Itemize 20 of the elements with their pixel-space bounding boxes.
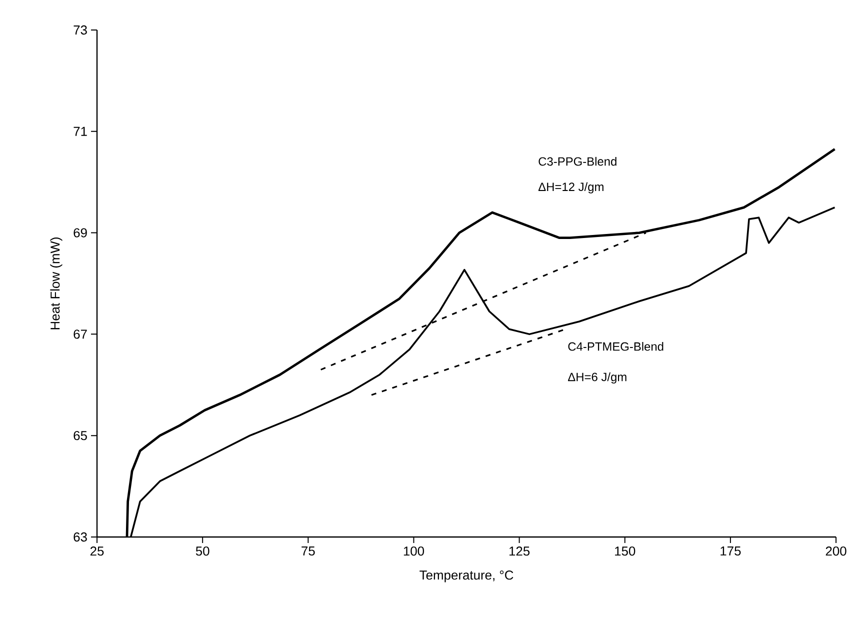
x-tick-label: 25 (90, 546, 104, 556)
x-axis-title: Temperature, °C (420, 570, 514, 582)
y-tick-label: 63 (74, 532, 87, 542)
x-tick-label: 100 (404, 546, 424, 556)
x-tick-label: 150 (615, 546, 636, 556)
x-tick-label: 50 (196, 546, 210, 556)
x-tick-label: 200 (826, 546, 846, 556)
annotation: ΔH=12 J/gm (538, 182, 604, 194)
y-axis-title: Heat Flow (mW) (50, 238, 62, 330)
y-tick-label: 67 (74, 330, 87, 339)
annotation: C4-PTMEG-Blend (568, 342, 664, 351)
x-tick-label: 125 (509, 546, 530, 556)
y-tick-label: 65 (74, 430, 87, 440)
y-tick-label: 73 (74, 25, 87, 35)
x-tick-label: 175 (720, 546, 741, 556)
annotation: C3-PPG-Blend (538, 156, 616, 166)
x-tick-label: 75 (302, 546, 315, 556)
annotation: ΔH=6 J/gm (568, 372, 626, 384)
y-tick-label: 69 (74, 228, 87, 238)
y-tick-label: 71 (74, 126, 87, 136)
